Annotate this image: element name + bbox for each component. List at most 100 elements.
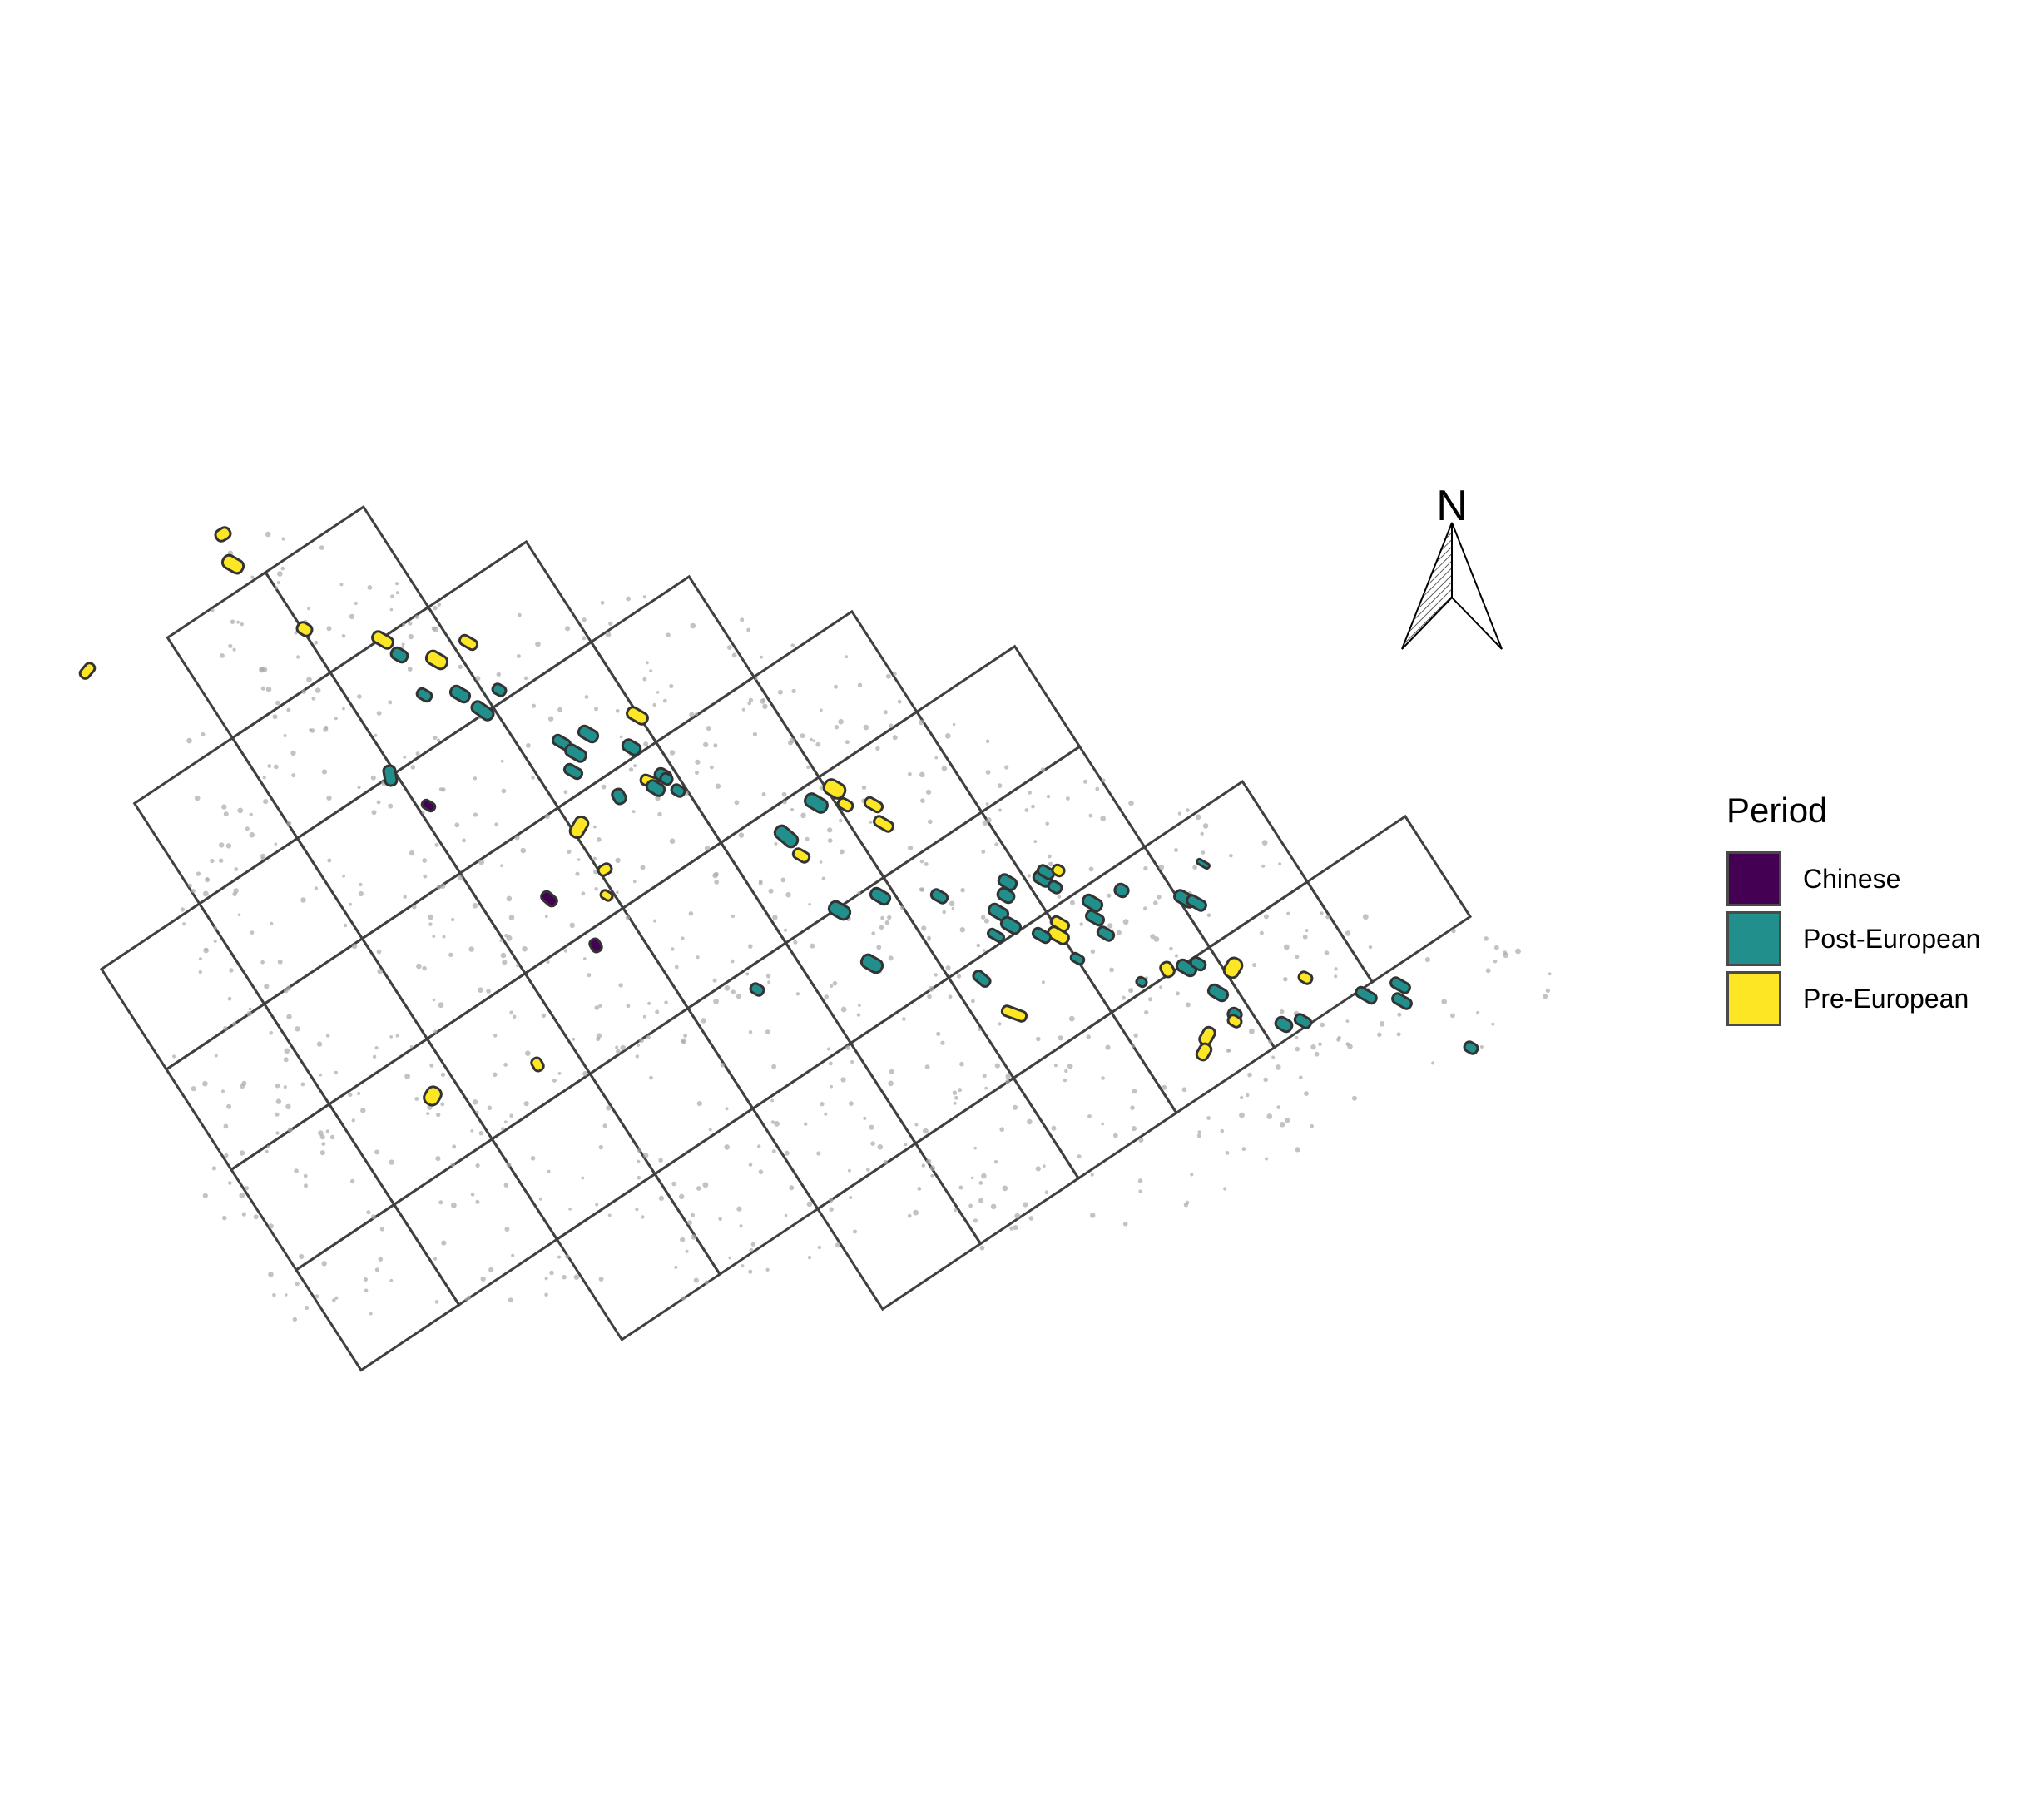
scatter-point <box>1302 934 1308 940</box>
scatter-point <box>300 897 306 903</box>
scatter-point <box>1153 936 1160 942</box>
legend-item-pre-european: Pre-European <box>1726 969 1980 1029</box>
scatter-point <box>1276 1105 1281 1109</box>
scatter-point <box>601 784 607 790</box>
scatter-point <box>1295 954 1300 960</box>
scatter-point <box>889 1069 894 1074</box>
scatter-point <box>984 1086 988 1090</box>
scatter-point <box>500 952 507 959</box>
scatter-point <box>998 1022 1002 1026</box>
scatter-point <box>374 1267 379 1272</box>
scatter-point <box>985 802 989 806</box>
scatter-point <box>403 756 407 759</box>
scatter-point <box>760 655 763 659</box>
scatter-point <box>232 647 236 652</box>
site-polygon-post-european <box>1186 894 1207 912</box>
scatter-point <box>514 835 520 841</box>
scatter-point <box>704 846 711 851</box>
scatter-point <box>768 888 774 894</box>
scatter-point <box>960 887 965 893</box>
scatter-point <box>647 1001 651 1005</box>
scatter-point <box>506 935 513 941</box>
site-polygon-post-european <box>1391 992 1413 1010</box>
scatter-point <box>1064 1069 1068 1074</box>
site-polygon-post-european <box>448 684 472 704</box>
site-polygon-post-european <box>562 762 584 781</box>
scatter-point <box>172 1054 176 1059</box>
scatter-point <box>948 994 953 999</box>
scatter-point <box>694 712 699 717</box>
scatter-point <box>930 1173 934 1178</box>
scatter-point <box>1320 1022 1325 1028</box>
scatter-point <box>981 1173 987 1179</box>
scatter-point <box>1109 967 1114 973</box>
site-polygon-pre-european <box>568 815 590 840</box>
scatter-point <box>364 1277 368 1282</box>
scatter-point <box>544 1277 548 1281</box>
scatter-point <box>339 583 344 587</box>
scatter-point <box>435 1156 441 1162</box>
scatter-point <box>683 1034 687 1038</box>
scatter-point <box>1066 796 1070 801</box>
scatter-point <box>1024 808 1029 812</box>
scatter-point <box>1493 959 1498 964</box>
scatter-point <box>658 1195 665 1201</box>
scatter-point <box>325 1034 330 1038</box>
scatter-point <box>840 1006 847 1013</box>
scatter-point <box>595 1203 599 1207</box>
scatter-point <box>1143 906 1147 911</box>
scatter-point <box>472 1099 478 1105</box>
scatter-point <box>541 1013 547 1019</box>
site-polygon-post-european <box>1189 955 1207 972</box>
scatter-point <box>1005 1074 1011 1079</box>
scatter-point <box>706 726 711 731</box>
scatter-point <box>1121 995 1126 1000</box>
scatter-points-layer <box>172 531 1552 1322</box>
survey-grid-layer <box>99 505 1473 1372</box>
scatter-point <box>982 1074 987 1079</box>
scatter-point <box>806 765 810 770</box>
scatter-point <box>929 1165 936 1171</box>
scatter-point <box>577 858 581 861</box>
survey-grid-cell <box>621 841 788 1010</box>
scatter-point <box>246 1011 252 1017</box>
site-polygon-post-european <box>1047 880 1063 895</box>
scatter-point <box>869 1124 874 1130</box>
scatter-point <box>680 1237 686 1242</box>
scatter-point <box>433 735 438 741</box>
site-polygon-chinese <box>540 890 558 908</box>
site-polygon-post-european <box>577 724 600 744</box>
scatter-point <box>268 1223 274 1229</box>
site-polygons-layer <box>78 526 1479 1107</box>
scatter-point <box>501 788 507 794</box>
scatter-point <box>653 919 657 923</box>
scatter-point <box>1077 1154 1082 1159</box>
scatter-point <box>765 1029 770 1034</box>
scatter-point <box>696 1101 702 1107</box>
survey-grid-cell <box>262 936 429 1106</box>
site-polygon-post-european <box>869 886 892 906</box>
survey-grid-cell <box>360 871 528 1041</box>
site-polygon-post-european <box>773 824 800 849</box>
scatter-point <box>388 700 393 705</box>
scatter-point <box>596 837 602 842</box>
scatter-point <box>990 1203 997 1210</box>
site-polygon-post-european <box>1274 1015 1294 1034</box>
scatter-point <box>493 1072 498 1078</box>
survey-grid-cell <box>229 1102 396 1272</box>
scatter-point <box>1263 914 1269 920</box>
scatter-point <box>377 969 384 974</box>
scatter-point <box>616 1049 621 1054</box>
scatter-point <box>800 733 805 739</box>
site-polygon-post-european <box>382 764 399 787</box>
scatter-point <box>849 1196 853 1199</box>
site-polygon-post-european <box>827 900 852 921</box>
scatter-point <box>908 771 912 776</box>
scatter-point <box>820 1102 825 1107</box>
scatter-point <box>575 871 580 876</box>
scatter-point <box>615 1045 619 1049</box>
site-polygon-pre-european <box>873 815 894 833</box>
scatter-point <box>1263 1077 1268 1083</box>
scatter-point <box>535 641 541 647</box>
scatter-point <box>371 810 377 816</box>
